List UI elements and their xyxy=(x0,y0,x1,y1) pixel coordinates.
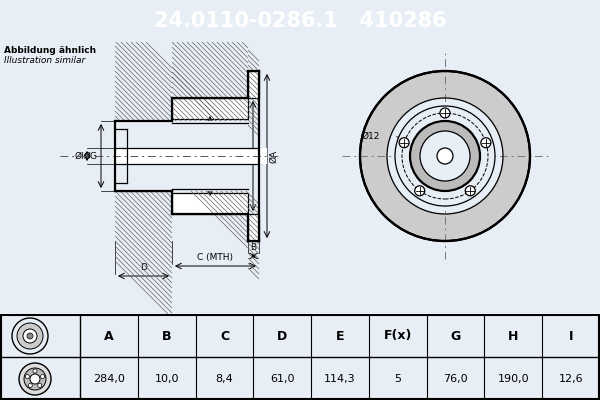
Text: 12,6: 12,6 xyxy=(559,374,583,384)
Text: 284,0: 284,0 xyxy=(93,374,125,384)
Text: E: E xyxy=(336,330,344,342)
Circle shape xyxy=(33,369,37,373)
Text: D: D xyxy=(277,330,287,342)
Bar xyxy=(172,98,248,119)
Circle shape xyxy=(17,323,43,349)
Circle shape xyxy=(399,138,409,148)
Bar xyxy=(115,148,259,164)
Bar xyxy=(172,121,248,191)
Text: A: A xyxy=(104,330,114,342)
Text: Illustration similar: Illustration similar xyxy=(4,56,85,65)
Text: B: B xyxy=(250,243,257,252)
Text: 76,0: 76,0 xyxy=(443,374,468,384)
Text: C: C xyxy=(220,330,229,342)
Circle shape xyxy=(24,368,46,390)
Circle shape xyxy=(437,148,453,164)
Text: H: H xyxy=(508,330,518,342)
Text: M8: M8 xyxy=(457,174,470,182)
Text: 2x: 2x xyxy=(457,180,468,190)
Bar xyxy=(172,193,248,214)
Text: 24.0110-0286.1   410286: 24.0110-0286.1 410286 xyxy=(154,11,446,31)
Circle shape xyxy=(420,131,470,181)
Circle shape xyxy=(25,374,29,378)
Text: ØH: ØH xyxy=(255,149,264,163)
Circle shape xyxy=(440,108,450,118)
Text: G: G xyxy=(451,330,461,342)
Text: Ø12: Ø12 xyxy=(362,132,380,140)
Text: ØG: ØG xyxy=(84,152,98,160)
Circle shape xyxy=(19,363,51,395)
Text: ØI: ØI xyxy=(74,152,84,160)
Text: 5: 5 xyxy=(394,374,401,384)
Text: 190,0: 190,0 xyxy=(497,374,529,384)
Text: 10,0: 10,0 xyxy=(154,374,179,384)
Bar xyxy=(115,121,174,191)
Text: C (MTH): C (MTH) xyxy=(197,253,233,262)
Text: ØA: ØA xyxy=(269,150,278,162)
Circle shape xyxy=(41,374,44,378)
Bar xyxy=(113,148,267,164)
Text: I: I xyxy=(569,330,574,342)
Circle shape xyxy=(481,138,491,148)
Text: F(x): F(x) xyxy=(131,180,148,188)
Bar xyxy=(248,214,259,241)
Circle shape xyxy=(410,121,480,191)
Bar xyxy=(248,71,259,98)
Circle shape xyxy=(415,186,425,196)
Circle shape xyxy=(395,106,495,206)
Circle shape xyxy=(30,374,40,384)
Circle shape xyxy=(23,329,37,343)
Text: F(x): F(x) xyxy=(383,330,412,342)
Circle shape xyxy=(465,186,475,196)
Text: 8,4: 8,4 xyxy=(215,374,233,384)
Text: Abbildung ähnlich: Abbildung ähnlich xyxy=(4,46,96,55)
Circle shape xyxy=(28,384,32,388)
Circle shape xyxy=(38,384,42,388)
Text: ØE: ØE xyxy=(212,150,221,162)
Text: B: B xyxy=(162,330,172,342)
Bar xyxy=(115,121,172,191)
Text: 61,0: 61,0 xyxy=(270,374,295,384)
Text: 114,3: 114,3 xyxy=(324,374,356,384)
Text: D: D xyxy=(140,263,147,272)
Circle shape xyxy=(27,333,33,339)
Text: Ø166: Ø166 xyxy=(453,144,477,152)
